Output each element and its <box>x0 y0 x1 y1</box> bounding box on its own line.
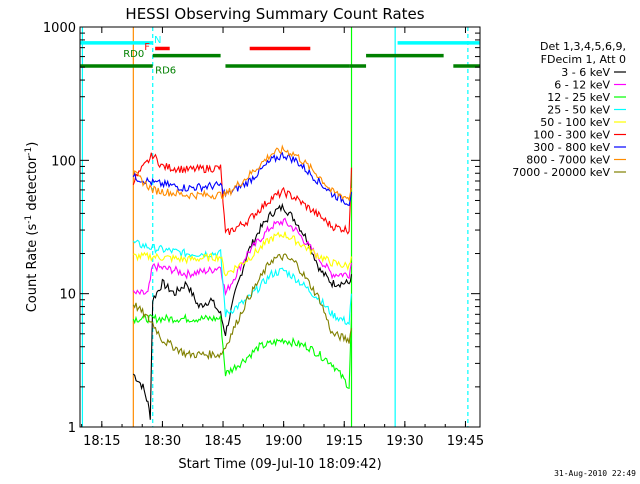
x-tick-label-5: 19:30 <box>386 434 423 449</box>
plot-frame <box>79 26 481 428</box>
legend-label-6: 300 - 800 keV <box>533 141 610 154</box>
legend-label-8: 7000 - 20000 keV <box>512 166 610 179</box>
series-line-3 <box>132 239 353 326</box>
legend-label-7: 800 - 7000 keV <box>526 154 610 167</box>
y-tick-label-1: 10 <box>59 288 76 303</box>
legend: Det 1,3,4,5,6,9,FDecim 1, Att 03 - 6 keV… <box>512 40 626 179</box>
flag-label-F: F <box>144 42 150 53</box>
legend-label-3: 25 - 50 keV <box>547 104 610 117</box>
x-tick-label-3: 19:00 <box>265 434 302 449</box>
series-line-0 <box>132 202 353 420</box>
series-line-2 <box>132 313 353 389</box>
x-axis-label: Start Time (09-Jul-10 18:09:42) <box>178 457 381 472</box>
x-tick-label-6: 19:45 <box>447 434 484 449</box>
legend-header-1: FDecim 1, Att 0 <box>541 53 626 66</box>
legend-label-4: 50 - 100 keV <box>540 116 610 129</box>
y-axis-label: Count Rate (s-1 detector-1) <box>24 142 40 313</box>
x-tick-label-0: 18:15 <box>83 434 120 449</box>
x-tick-label-1: 18:30 <box>144 434 181 449</box>
series-line-4 <box>133 231 353 277</box>
flag-label-RD6: RD6 <box>155 66 176 77</box>
legend-label-5: 100 - 300 keV <box>533 129 610 142</box>
flag-label-RD0: RD0 <box>123 49 144 60</box>
chart-title: HESSI Observing Summary Count Rates <box>125 5 424 23</box>
series-line-5 <box>132 152 353 236</box>
x-axis: 18:15 18:30 18:45 19:00 19:15 19:30 19:45 <box>81 27 484 449</box>
legend-label-0: 3 - 6 keV <box>561 66 610 79</box>
footer-timestamp: 31-Aug-2010 22:49 <box>554 469 636 478</box>
legend-label-2: 12 - 25 keV <box>547 91 610 104</box>
series-line-6 <box>132 151 353 207</box>
series-line-8 <box>132 253 353 361</box>
x-tick-label-2: 18:45 <box>204 434 241 449</box>
y-axis: 1 10 100 1000 <box>43 21 480 436</box>
y-tick-label-0: 1 <box>68 421 76 436</box>
y-tick-label-2: 100 <box>51 154 76 169</box>
legend-label-1: 6 - 12 keV <box>554 79 610 92</box>
series-line-7 <box>132 144 353 202</box>
flag-label-N: N <box>154 35 161 46</box>
y-tick-label-3: 1000 <box>43 21 76 36</box>
x-tick-label-4: 19:15 <box>326 434 363 449</box>
legend-header-0: Det 1,3,4,5,6,9, <box>540 40 626 53</box>
